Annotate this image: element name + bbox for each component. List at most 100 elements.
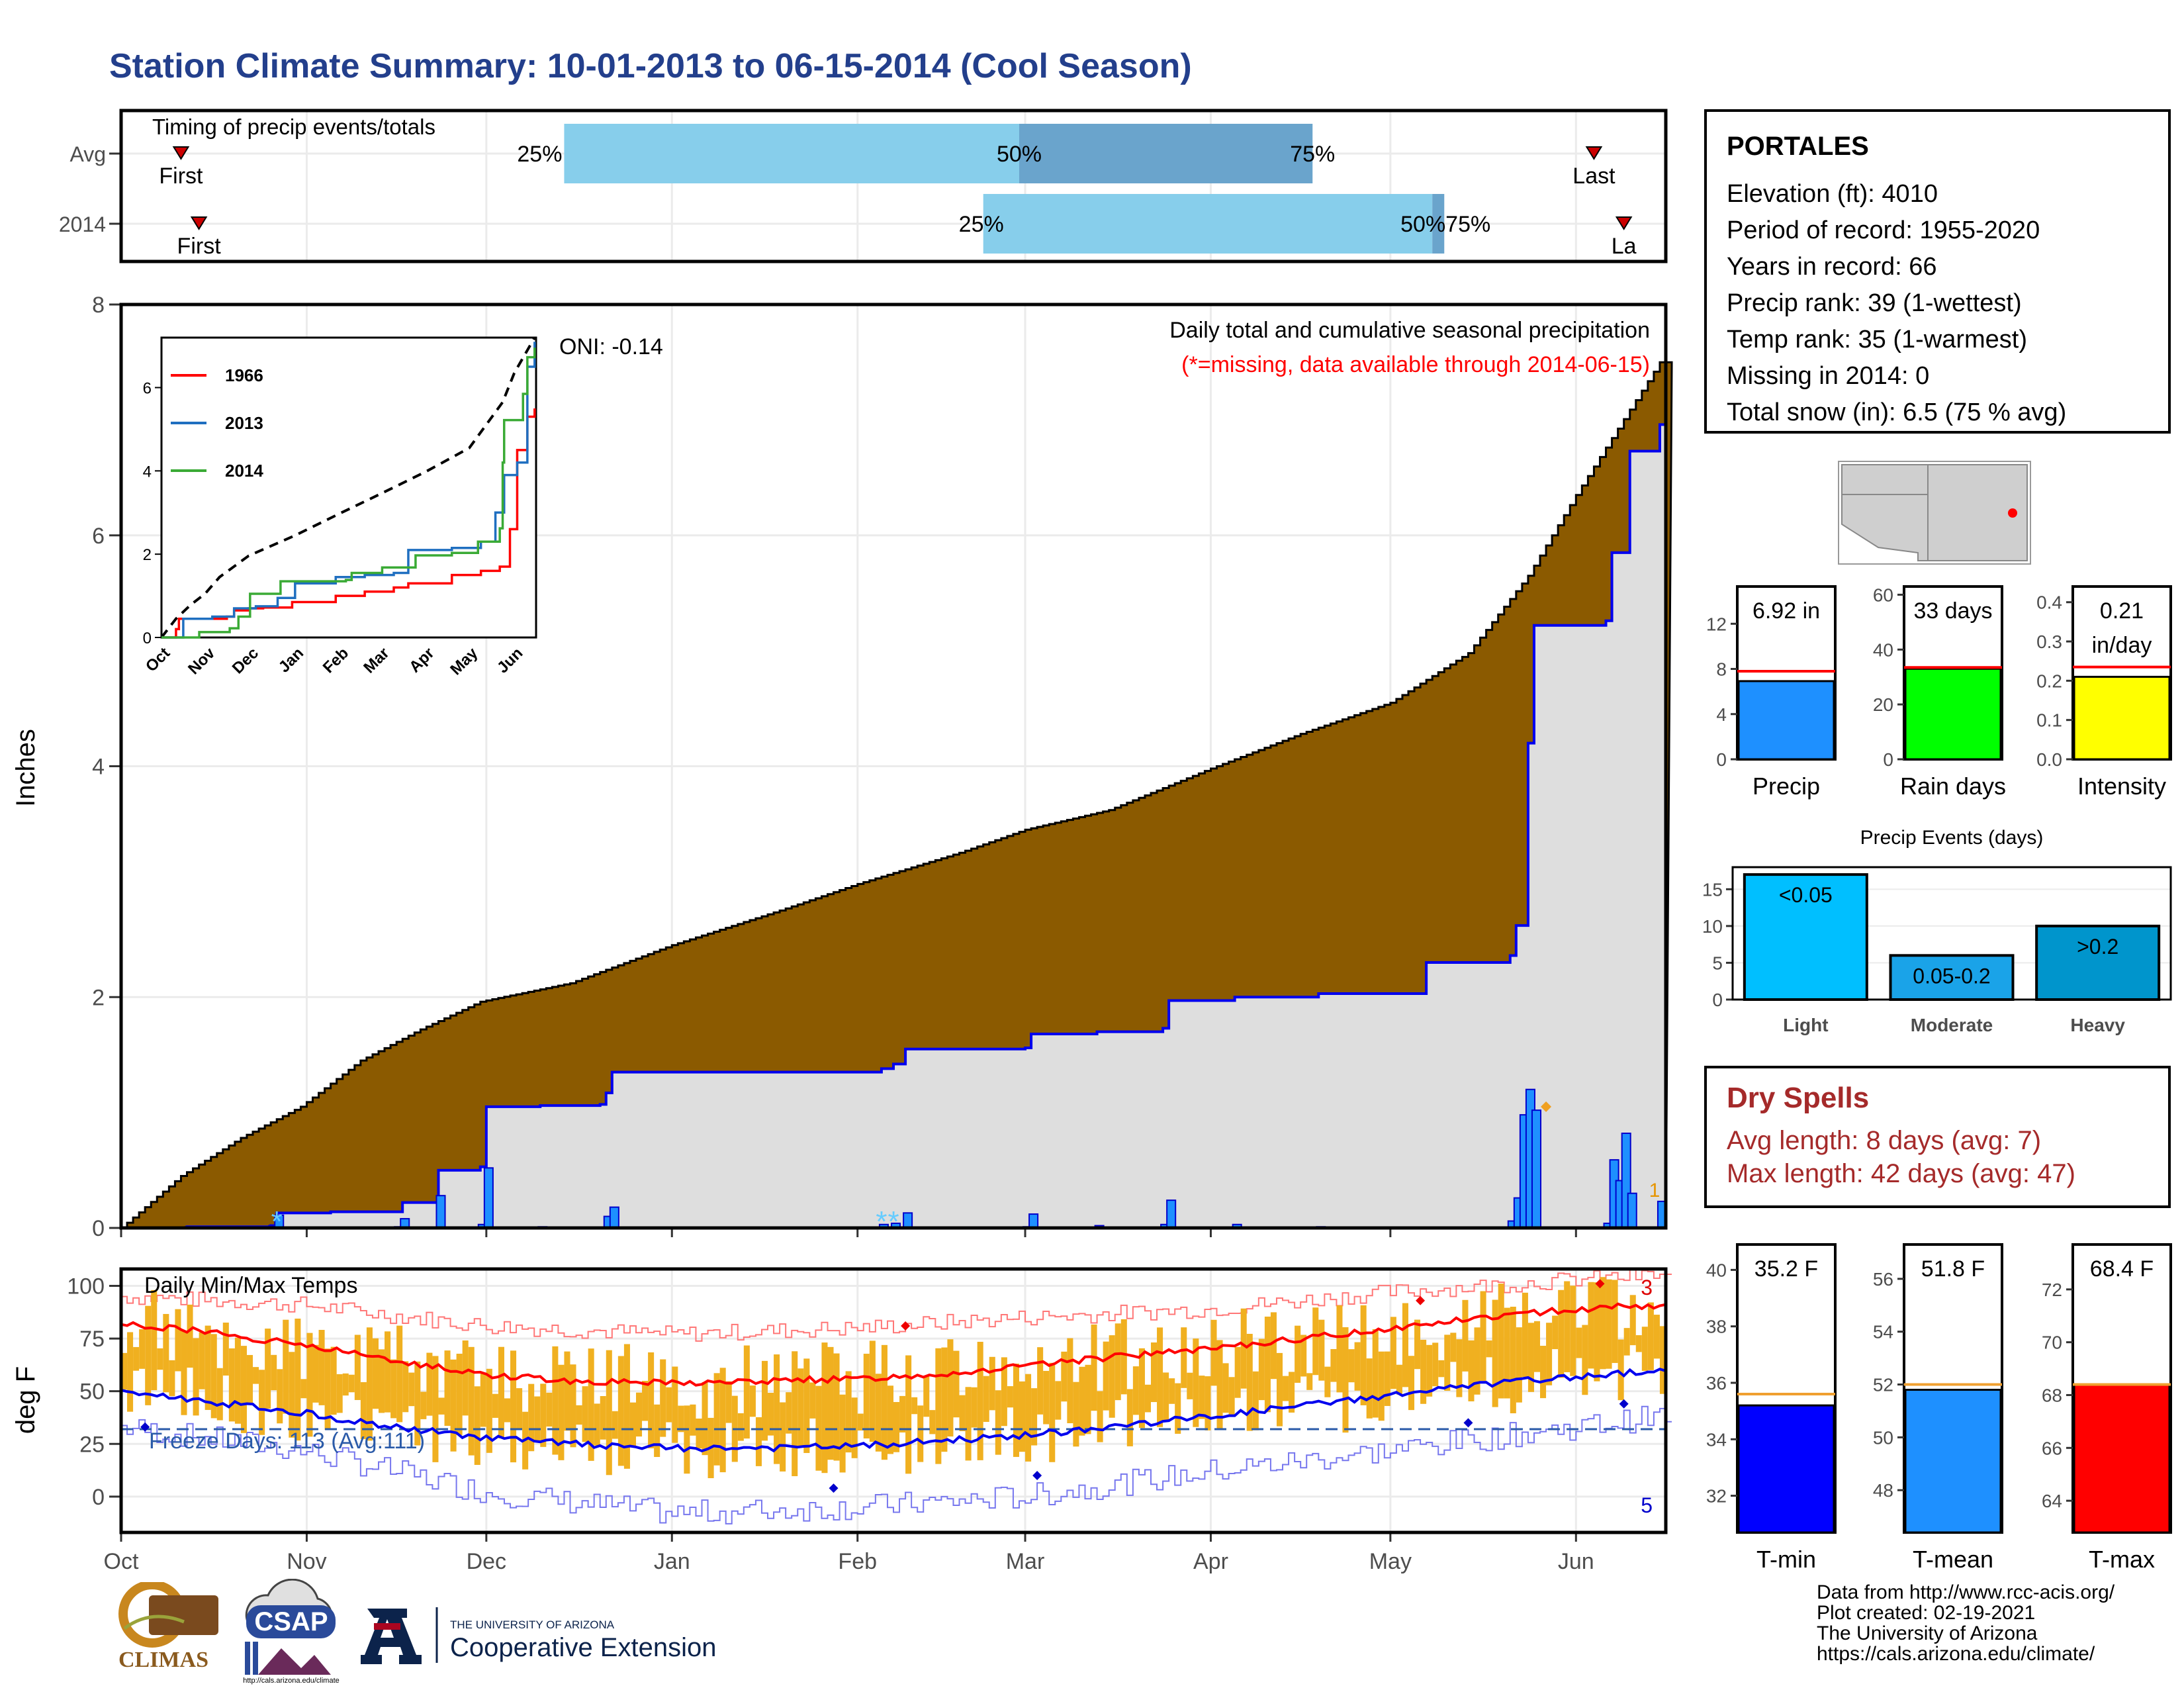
daily-temp-bar	[1091, 1324, 1097, 1411]
daily-temp-bar	[755, 1417, 762, 1466]
daily-temp-bar	[1426, 1344, 1433, 1397]
daily-temp-bar	[300, 1379, 307, 1399]
daily-temp-bar	[1498, 1284, 1504, 1399]
rain-days-label: Rain days	[1900, 773, 2006, 800]
daily-temp-bar	[768, 1392, 774, 1436]
event-bar-label-moderate: 0.05-0.2	[1913, 964, 1990, 988]
precip-ytick-label: 2	[92, 985, 105, 1010]
daily-temp-bar	[1522, 1292, 1528, 1378]
daily-temp-bar	[295, 1318, 301, 1441]
daily-temp-bar	[414, 1361, 421, 1446]
temp-tmin-ytick-label: 36	[1706, 1373, 1727, 1393]
snow-marker: *	[876, 1205, 887, 1238]
daily-temp-bar	[265, 1329, 271, 1409]
station-missing: Missing in 2014: 0	[1727, 362, 1930, 390]
daily-temp-bar	[1659, 1326, 1666, 1394]
temp-xtick-label: Apr	[1193, 1549, 1228, 1574]
daily-temp-bar	[366, 1327, 373, 1441]
temp-tmin-label: T-min	[1756, 1546, 1816, 1573]
daily-temp-bar	[1126, 1389, 1133, 1446]
daily-temp-bar	[1270, 1312, 1277, 1380]
daily-temp-bar	[1600, 1277, 1606, 1370]
daily-temp-bar	[899, 1395, 906, 1432]
daily-temp-bar	[1283, 1376, 1289, 1401]
events-ytick-label: 10	[1702, 916, 1723, 937]
station-name: PORTALES	[1727, 132, 1869, 161]
daily-temp-bar	[283, 1319, 289, 1414]
daily-temp-bar	[1234, 1346, 1241, 1398]
daily-temp-bar	[905, 1355, 912, 1474]
daily-temp-bar	[623, 1344, 630, 1469]
inset-ytick-label: 6	[143, 380, 152, 398]
daily-temp-bar	[971, 1387, 978, 1428]
daily-temp-bar	[1199, 1376, 1205, 1419]
daily-temp-bar	[127, 1332, 134, 1412]
record-low-marker	[1032, 1471, 1042, 1481]
daily-temp-bar	[582, 1386, 588, 1442]
daily-temp-bar	[809, 1382, 816, 1419]
daily-temp-bar	[1109, 1335, 1115, 1418]
temp-tmin-value: 35.2 F	[1754, 1256, 1818, 1282]
events-ytick-label: 15	[1702, 879, 1723, 900]
snow-marker: *	[887, 1205, 899, 1238]
daily-temp-bar	[1576, 1327, 1582, 1358]
events-frame	[1731, 866, 2172, 1001]
daily-temp-bar	[216, 1368, 223, 1421]
daily-temp-bar	[786, 1392, 792, 1434]
daily-temp-bar	[684, 1405, 690, 1474]
daily-temp-bar	[210, 1334, 217, 1419]
precip-total-ytick-label: 12	[1706, 614, 1727, 634]
daily-temp-bar	[222, 1323, 229, 1376]
daily-temp-bar	[385, 1331, 391, 1413]
temp-tmean-ytick-label: 50	[1873, 1427, 1893, 1448]
daily-temp-bar	[887, 1385, 893, 1454]
daily-temp-bar	[330, 1346, 337, 1415]
climas-logo: CLIMAS	[118, 1582, 218, 1672]
daily-temp-bar	[145, 1305, 152, 1405]
record-high-marker	[1595, 1279, 1605, 1289]
daily-temp-bar	[713, 1373, 720, 1466]
first-label-avg: First	[159, 164, 203, 189]
daily-temp-bar	[1546, 1323, 1553, 1385]
daily-temp-bar	[306, 1333, 313, 1437]
daily-temp-bar	[312, 1344, 319, 1403]
daily-temp-bar	[1372, 1329, 1379, 1418]
dry-spells-title: Dry Spells	[1727, 1082, 1870, 1114]
daily-temp-bar	[947, 1339, 954, 1437]
daily-temp-bar	[881, 1344, 887, 1460]
record-low-marker	[829, 1483, 839, 1493]
daily-temp-bar	[205, 1325, 211, 1410]
daily-precip-bar	[1166, 1199, 1177, 1229]
inset-ytick-label: 4	[143, 463, 152, 481]
csap-logo: CSAP http://cals.arizona.edu/climate	[243, 1579, 340, 1685]
daily-temp-bar	[1533, 1321, 1541, 1372]
cumulative-2014-line	[121, 423, 1666, 1229]
daily-temp-bar	[396, 1325, 403, 1423]
event-category-light: Light	[1783, 1015, 1828, 1035]
daily-temp-bar	[1414, 1319, 1421, 1370]
daily-temp-bar	[1527, 1323, 1534, 1392]
locator-map-states	[1841, 464, 2028, 561]
daily-temp-bar	[1540, 1346, 1547, 1399]
daily-temp-bar	[1366, 1358, 1373, 1419]
daily-temp-bar	[965, 1387, 972, 1461]
credit-url: https://cals.arizona.edu/climate/	[1817, 1643, 2095, 1665]
daily-temp-bar	[1474, 1327, 1480, 1395]
daily-temp-bar	[540, 1383, 547, 1447]
station-temp-rank: Temp rank: 35 (1-warmest)	[1727, 326, 2028, 353]
rain-days-ytick-label: 60	[1873, 585, 1893, 605]
temp-xtick-label: Mar	[1006, 1549, 1045, 1574]
daily-temp-bar	[1043, 1370, 1050, 1425]
extreme-high-line	[121, 1268, 1672, 1342]
avg-low-line	[120, 1368, 1666, 1453]
daily-temp-bar	[1132, 1366, 1139, 1415]
daily-temp-bar	[1564, 1281, 1570, 1372]
daily-temp-bar	[1635, 1335, 1642, 1352]
last-marker-year	[1615, 216, 1633, 230]
daily-temp-bar	[1151, 1342, 1158, 1403]
daily-temp-bar	[1420, 1339, 1427, 1404]
daily-temp-bar	[594, 1403, 600, 1446]
daily-temp-bar	[187, 1304, 193, 1368]
daily-temp-bar	[989, 1356, 995, 1411]
timing-label-25: 25%	[959, 212, 1004, 237]
